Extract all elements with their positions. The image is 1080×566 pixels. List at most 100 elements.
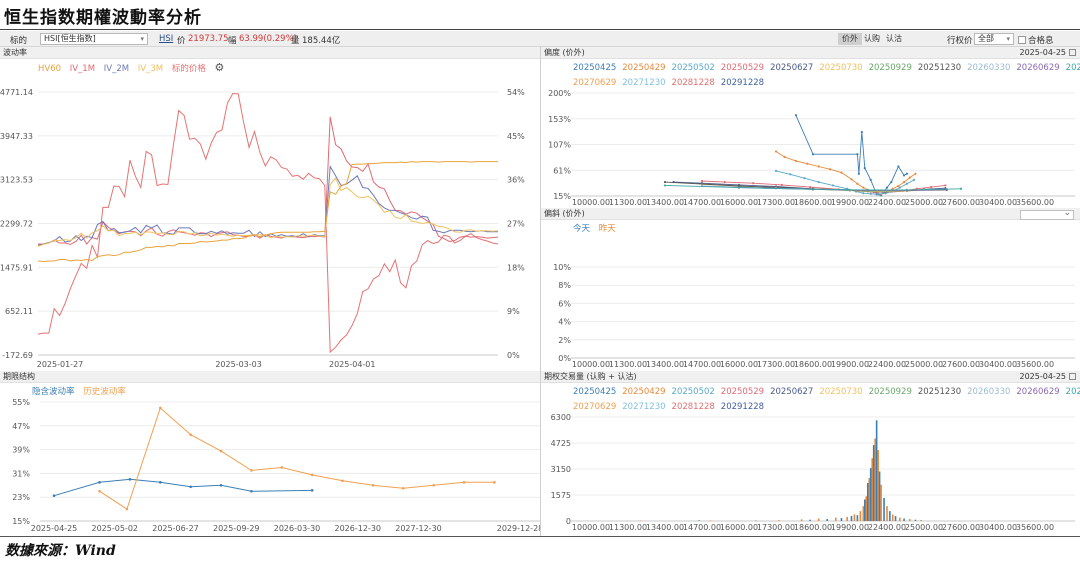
strike-select[interactable]: 全部 ▾ [974, 33, 1014, 45]
expiry-legend-row: 20250425 20250429 20250502 20250529 20250627… [573, 61, 1080, 76]
legend-expiry-20250627[interactable]: 20250627 [770, 63, 814, 73]
volume-bar [908, 519, 911, 521]
skew2-dropdown[interactable] [1020, 207, 1074, 220]
code-link[interactable]: HSI [159, 34, 174, 44]
volume-bar [800, 519, 803, 521]
y-tick-label: 0 [566, 517, 571, 526]
term-panel-title: 期限结构 [0, 371, 540, 383]
legend-iv3m[interactable]: IV_3M [137, 64, 164, 74]
legend-historical[interactable]: 历史波动率 [83, 387, 126, 397]
volume-panel-title: 期权交易量 (认购 + 认沽) 2025-04-25 [541, 371, 1080, 383]
legend-expiry-20250425[interactable]: 20250425 [573, 387, 617, 397]
x-tick-label: 2025-04-25 [31, 524, 78, 533]
x-tick-label: 30400.00 [979, 198, 1017, 207]
legend-expiry-20250627[interactable]: 20250627 [770, 387, 814, 397]
legend-expiry-20270629[interactable]: 20270629 [573, 402, 617, 412]
skew-panel-title-text: 偏度 (价外) [544, 48, 585, 57]
volume-bar [886, 506, 888, 521]
skew-point-20250502 [877, 193, 880, 196]
legend-expiry-20250429[interactable]: 20250429 [622, 387, 666, 397]
x-tick-label: 2027-12-30 [395, 524, 442, 533]
legend-expiry-20260330[interactable]: 20260330 [967, 63, 1011, 73]
gear-icon[interactable]: ⚙ [214, 61, 225, 74]
volume-bar [850, 516, 853, 521]
legend-expiry-20250529[interactable]: 20250529 [720, 387, 765, 397]
term-point-历史波动率 [98, 489, 101, 493]
x-tick-label: 30400.00 [979, 523, 1017, 532]
skew-date-text: 2025-04-25 [1019, 48, 1067, 57]
volume-bar [859, 511, 862, 521]
skew-point-20250429 [902, 180, 906, 184]
expiry-legend: 20250425 20250429 20250502 20250529 20250627… [573, 61, 1080, 91]
series-line-HV60 [37, 161, 498, 263]
legend-underlying[interactable]: 标的价格 [171, 64, 206, 74]
legend-implied[interactable]: 隐含波动率 [32, 387, 75, 397]
y-tick-label: 4% [558, 318, 571, 327]
term-point-历史波动率 [371, 484, 375, 487]
tab-put[interactable]: 认沽 [886, 34, 902, 43]
legend-expiry-20250730[interactable]: 20250730 [819, 387, 863, 397]
legend-hv60[interactable]: HV60 [38, 64, 62, 74]
volume-date[interactable]: 2025-04-25 [1020, 371, 1076, 383]
tab-otm[interactable]: 价外 [838, 33, 862, 45]
skew-point-20250502 [789, 173, 792, 176]
legend-expiry-20261230[interactable]: 20261230 [1065, 63, 1080, 73]
legend-expiry-20271230[interactable]: 20271230 [622, 402, 666, 412]
volume-bar [709, 520, 712, 522]
y-tick-label: 47% [12, 422, 30, 431]
legend-expiry-20291228[interactable]: 20291228 [720, 78, 765, 88]
term-chart: 55% 47% 39% 31% 23% 15%2025-04-25 2025-05-02 20… [12, 398, 540, 533]
y-right-tick-label: 27% [507, 220, 525, 229]
legend-expiry-20281228[interactable]: 20281228 [671, 78, 715, 88]
y-tick-label: 200% [548, 89, 571, 98]
skew-point-20250425 [902, 174, 906, 177]
x-tick-label: 17300.00 [757, 523, 795, 532]
legend-iv1m[interactable]: IV_1M [69, 64, 96, 74]
y-right-tick-label: 9% [507, 307, 520, 316]
legend-expiry-20270629[interactable]: 20270629 [573, 78, 617, 88]
skew-point-20250502 [817, 180, 820, 184]
series-line-IV_2M [37, 164, 498, 246]
term-point-历史波动率 [493, 481, 496, 484]
legend-expiry-20250425[interactable]: 20250425 [573, 63, 617, 73]
x-tick-label: 2025-05-02 [92, 524, 139, 533]
y-right-tick-label: 36% [507, 176, 525, 185]
underlying-select[interactable]: HSI[恒生指数] ▾ [40, 33, 148, 45]
skew-line-20261230 [664, 184, 962, 191]
legend-expiry-20250929[interactable]: 20250929 [868, 387, 912, 397]
expired-toggle[interactable]: 合格息 [1018, 34, 1054, 46]
y-tick-label: 1575 [551, 491, 571, 500]
legend-expiry-20250502[interactable]: 20250502 [671, 63, 715, 73]
volume-bar [817, 518, 820, 521]
skew2-panel-title: 偏斜 (价外) [541, 207, 1080, 220]
legend-expiry-20250529[interactable]: 20250529 [720, 63, 765, 73]
legend-expiry-20250502[interactable]: 20250502 [671, 387, 715, 397]
tab-call[interactable]: 认购 [864, 34, 880, 43]
legend-expiry-20260629[interactable]: 20260629 [1016, 63, 1060, 73]
legend-yesterday[interactable]: 昨天 [598, 224, 616, 234]
skew-point-20250502 [803, 177, 806, 180]
legend-expiry-20261230[interactable]: 20261230 [1065, 387, 1080, 397]
term-panel: 期限结构 隐含波动率 历史波动率 55% 47% 39% 31% 23% 15% 2025-… [0, 371, 540, 536]
legend-iv2m[interactable]: IV_2M [103, 64, 130, 74]
legend-expiry-20260330[interactable]: 20260330 [967, 387, 1011, 397]
legend-expiry-20291228[interactable]: 20291228 [720, 402, 765, 412]
volume-bar [878, 471, 881, 521]
legend-expiry-20281228[interactable]: 20281228 [671, 402, 715, 412]
legend-expiry-20250730[interactable]: 20250730 [819, 63, 863, 73]
volatility-panel-title: 波动率 [0, 47, 540, 59]
legend-expiry-20250929[interactable]: 20250929 [868, 63, 912, 73]
x-tick-label: 25000.00 [905, 360, 943, 369]
legend-today[interactable]: 今天 [573, 224, 591, 234]
skew-date[interactable]: 2025-04-25 [1019, 47, 1076, 59]
legend-expiry-20260629[interactable]: 20260629 [1016, 387, 1060, 397]
x-tick-label: 25000.00 [905, 198, 943, 207]
x-tick-label: 11300.00 [609, 198, 647, 207]
legend-expiry-20251230[interactable]: 20251230 [917, 387, 962, 397]
volume-bar [874, 438, 876, 521]
x-tick-label: 22400.00 [868, 198, 906, 207]
legend-expiry-20271230[interactable]: 20271230 [622, 78, 666, 88]
legend-expiry-20250429[interactable]: 20250429 [622, 63, 666, 73]
underlying-label: 标的 [10, 36, 28, 46]
legend-expiry-20251230[interactable]: 20251230 [917, 63, 962, 73]
